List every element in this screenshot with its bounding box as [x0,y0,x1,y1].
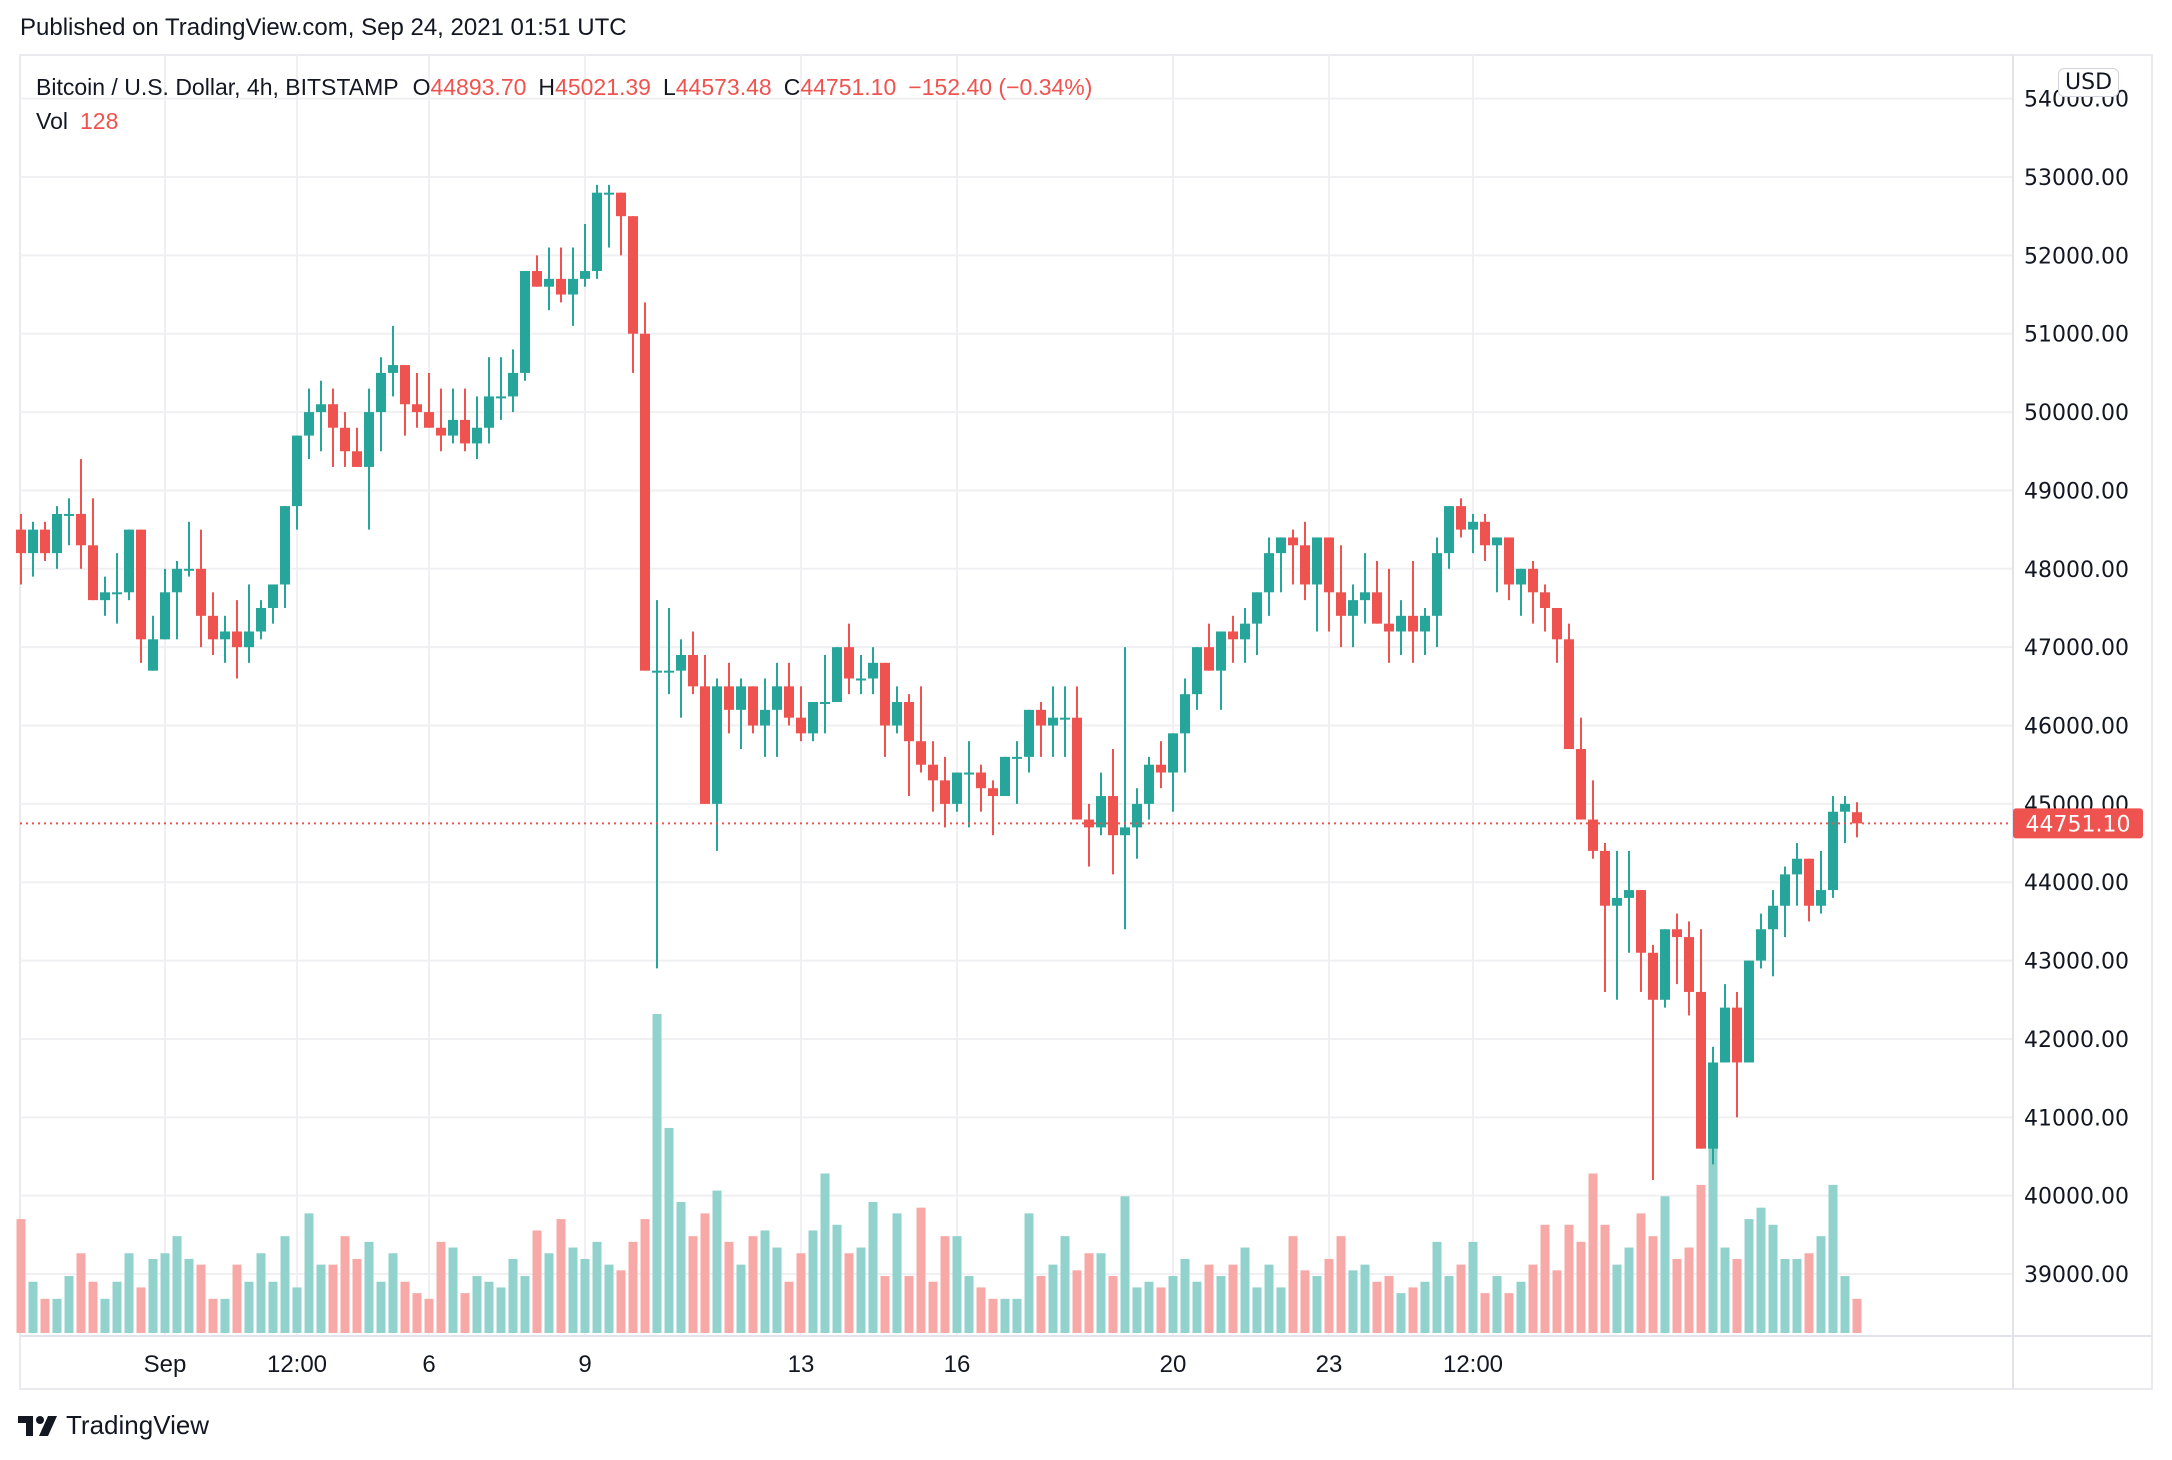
published-timestamp: Published on TradingView.com, Sep 24, 20… [20,14,627,41]
svg-text:13: 13 [788,1351,815,1378]
currency-badge[interactable]: USD [2058,68,2120,97]
tradingview-logo[interactable]: TradingView [18,1410,209,1441]
symbol-title[interactable]: Bitcoin / U.S. Dollar, 4h, BITSTAMP [36,73,399,100]
svg-text:44751.10: 44751.10 [2026,812,2131,837]
low-label: L [662,73,676,100]
open-value: 44893.70 [430,73,527,100]
candles [16,184,1862,1181]
tradingview-logo-icon [18,1415,57,1436]
svg-text:52000.00: 52000.00 [2024,244,2129,269]
price-axis[interactable]: 54000.0053000.0052000.0051000.0050000.00… [2024,88,2129,1288]
svg-text:9: 9 [578,1351,591,1378]
brand-name: TradingView [66,1410,210,1440]
volume-row: Vol 128 [36,104,1104,138]
svg-text:46000.00: 46000.00 [2024,715,2129,740]
open-label: O [412,73,431,100]
svg-text:41000.00: 41000.00 [2024,1106,2129,1131]
svg-text:23: 23 [1316,1351,1343,1378]
volume-label[interactable]: Vol [36,107,68,134]
last-price-tag: 44751.10 [2013,808,2143,839]
close-label: C [783,73,801,100]
svg-text:40000.00: 40000.00 [2024,1185,2129,1210]
close-value: 44751.10 [800,73,897,100]
chart-frame [19,54,2153,1390]
svg-text:42000.00: 42000.00 [2024,1028,2129,1053]
svg-text:12:00: 12:00 [1443,1351,1503,1378]
chart-legend: Bitcoin / U.S. Dollar, 4h, BITSTAMP O 448… [36,70,1104,138]
svg-text:43000.00: 43000.00 [2024,950,2129,975]
svg-text:Sep: Sep [144,1351,187,1378]
svg-text:39000.00: 39000.00 [2024,1263,2129,1288]
ohlc-row: Bitcoin / U.S. Dollar, 4h, BITSTAMP O 448… [36,70,1104,104]
svg-text:49000.00: 49000.00 [2024,479,2129,504]
svg-text:6: 6 [422,1351,435,1378]
volume-bars [16,1014,1862,1333]
svg-text:44000.00: 44000.00 [2024,871,2129,896]
svg-text:51000.00: 51000.00 [2024,323,2129,348]
time-axis[interactable]: Sep 12:00 6 9 13 16 20 23 12:00 [144,1351,1503,1378]
svg-text:20: 20 [1160,1351,1187,1378]
svg-text:48000.00: 48000.00 [2024,558,2129,583]
high-label: H [538,73,556,100]
change-value: −152.40 (−0.34%) [908,73,1093,100]
high-value: 45021.39 [555,73,651,100]
svg-text:12:00: 12:00 [267,1351,327,1378]
low-value: 44573.48 [675,73,772,100]
volume-value: 128 [79,107,119,134]
svg-text:53000.00: 53000.00 [2024,166,2129,191]
svg-text:16: 16 [944,1351,971,1378]
svg-text:47000.00: 47000.00 [2024,636,2129,661]
svg-text:50000.00: 50000.00 [2024,401,2129,426]
